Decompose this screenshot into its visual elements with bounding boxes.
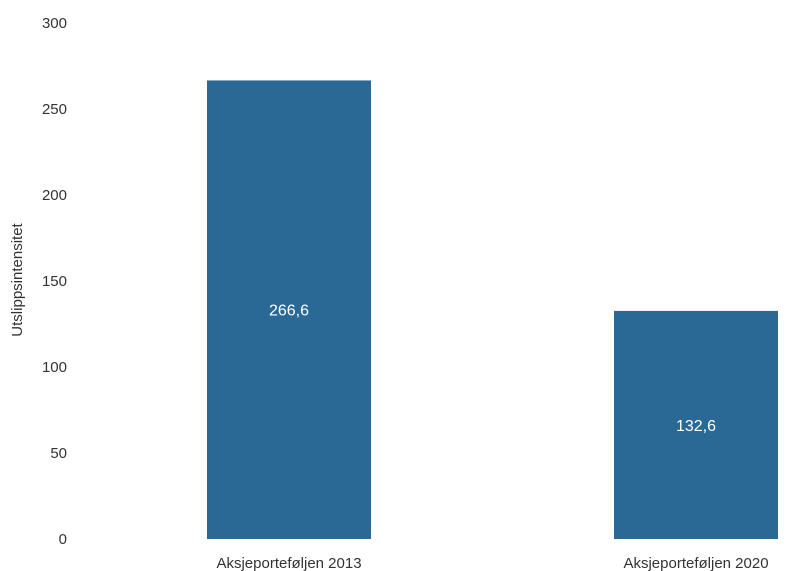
y-tick-label: 250: [42, 101, 67, 118]
bar-value-label: 266,6: [269, 303, 309, 320]
y-tick-label: 300: [42, 15, 67, 32]
bar: [207, 80, 371, 539]
y-tick-label: 150: [42, 273, 67, 290]
y-tick-label: 50: [50, 445, 67, 462]
y-tick-label: 100: [42, 359, 67, 376]
y-axis-ticks: 0 50 100 150 200 250 300: [42, 15, 67, 548]
y-axis-title: Utslippsintensitet: [9, 222, 26, 336]
x-category-label: Aksjeporteføljen 2013: [216, 555, 361, 571]
x-axis-labels: Aksjeporteføljen 2013 Aksjeporteføljen 20…: [216, 555, 768, 571]
bar-value-label: 132,6: [676, 418, 716, 435]
y-tick-label: 0: [59, 531, 67, 548]
y-tick-label: 200: [42, 187, 67, 204]
x-category-label: Aksjeporteføljen 2020: [623, 555, 768, 571]
bars: 266,6 132,6: [207, 80, 778, 539]
bar: [614, 310, 778, 539]
